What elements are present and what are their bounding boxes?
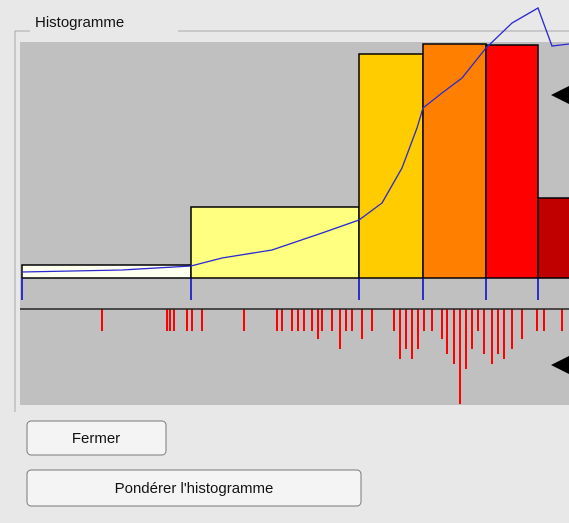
group-title: Histogramme <box>35 14 124 31</box>
arrow <box>551 86 569 104</box>
button[interactable] <box>26 469 362 507</box>
bar <box>358 53 424 279</box>
plot <box>21 7 569 404</box>
group-label-bg <box>30 14 178 34</box>
group-border <box>14 30 569 412</box>
bar <box>537 197 569 279</box>
button-label[interactable]: Pondérer l'histogramme <box>115 480 274 497</box>
arrow <box>551 356 569 374</box>
bar <box>190 206 360 279</box>
button[interactable] <box>26 420 167 456</box>
button-label[interactable]: Fermer <box>72 430 120 447</box>
bar <box>485 44 539 279</box>
bar <box>422 43 487 279</box>
cumulative-line <box>21 7 569 273</box>
